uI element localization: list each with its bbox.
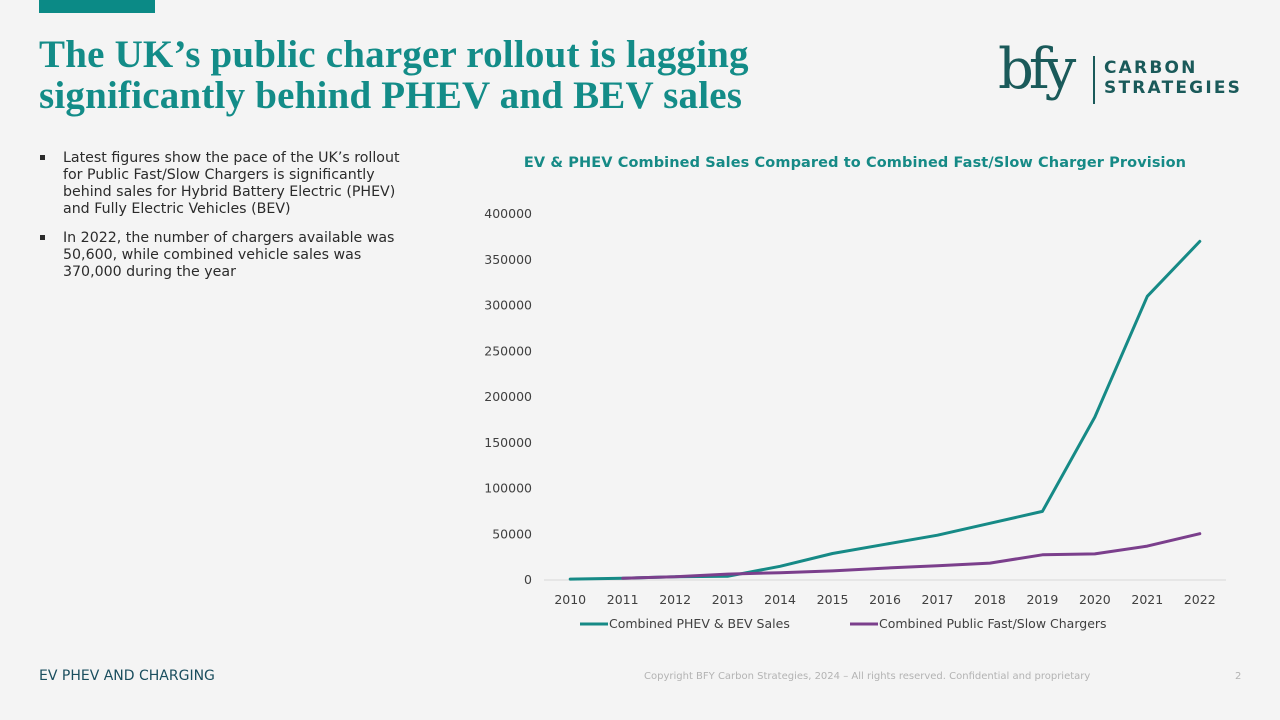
line-chart: 0 50000 100000 150000 200000 250000 300000 3500… <box>484 206 1226 631</box>
x-tick-label: 2015 <box>817 592 849 607</box>
x-tick-label: 2020 <box>1079 592 1111 607</box>
x-tick-label: 2016 <box>869 592 901 607</box>
logo-line-2: STRATEGIES <box>1104 78 1243 98</box>
x-tick-label: 2011 <box>607 592 639 607</box>
logo-mark: bfy <box>998 37 1076 102</box>
x-tick-label: 2014 <box>764 592 796 607</box>
footer-copyright: Copyright BFY Carbon Strategies, 2024 – … <box>644 671 1091 682</box>
y-tick-label: 100000 <box>484 481 532 496</box>
series-line-sales <box>568 239 1202 581</box>
y-tick-label: 0 <box>524 572 532 587</box>
series-line-chargers <box>621 532 1202 580</box>
slide-title: The UK’s public charger rollout is laggi… <box>39 33 749 117</box>
bullet-list: Latest figures show the pace of the UK’s… <box>38 150 418 293</box>
logo-wordmark: CARBON STRATEGIES <box>1104 58 1242 98</box>
square-bullet-icon <box>40 155 45 160</box>
y-tick-label: 400000 <box>484 206 532 221</box>
x-tick-label: 2010 <box>554 592 586 607</box>
legend-label: Combined PHEV & BEV Sales <box>609 616 790 631</box>
y-tick-label: 150000 <box>484 435 532 450</box>
chart-title: EV & PHEV Combined Sales Compared to Com… <box>523 155 1187 171</box>
y-tick-label: 350000 <box>484 252 532 267</box>
bullet-text: In 2022, the number of chargers availabl… <box>63 230 395 280</box>
logo-line-1: CARBON <box>1104 58 1198 78</box>
x-tick-label: 2019 <box>1026 592 1058 607</box>
page-number: 2 <box>1235 671 1242 682</box>
bullet-item: Latest figures show the pace of the UK’s… <box>38 150 418 218</box>
x-tick-label: 2018 <box>974 592 1006 607</box>
y-tick-label: 300000 <box>484 298 532 313</box>
y-tick-label: 250000 <box>484 343 532 358</box>
logo-divider <box>1093 56 1095 104</box>
bullet-item: In 2022, the number of chargers availabl… <box>38 230 418 281</box>
company-logo: bfy CARBON STRATEGIES <box>998 40 1248 115</box>
x-tick-label: 2013 <box>712 592 744 607</box>
square-bullet-icon <box>40 235 45 240</box>
bullet-text: Latest figures show the pace of the UK’s… <box>63 150 400 217</box>
x-tick-label: 2012 <box>659 592 691 607</box>
y-tick-label: 200000 <box>484 389 532 404</box>
x-tick-label: 2017 <box>922 592 954 607</box>
footer-section-label: EV PHEV AND CHARGING <box>39 668 215 684</box>
legend-label: Combined Public Fast/Slow Chargers <box>879 616 1107 631</box>
x-tick-label: 2022 <box>1184 592 1216 607</box>
accent-bar <box>39 0 155 13</box>
x-tick-label: 2021 <box>1131 592 1163 607</box>
y-tick-label: 50000 <box>492 526 532 541</box>
